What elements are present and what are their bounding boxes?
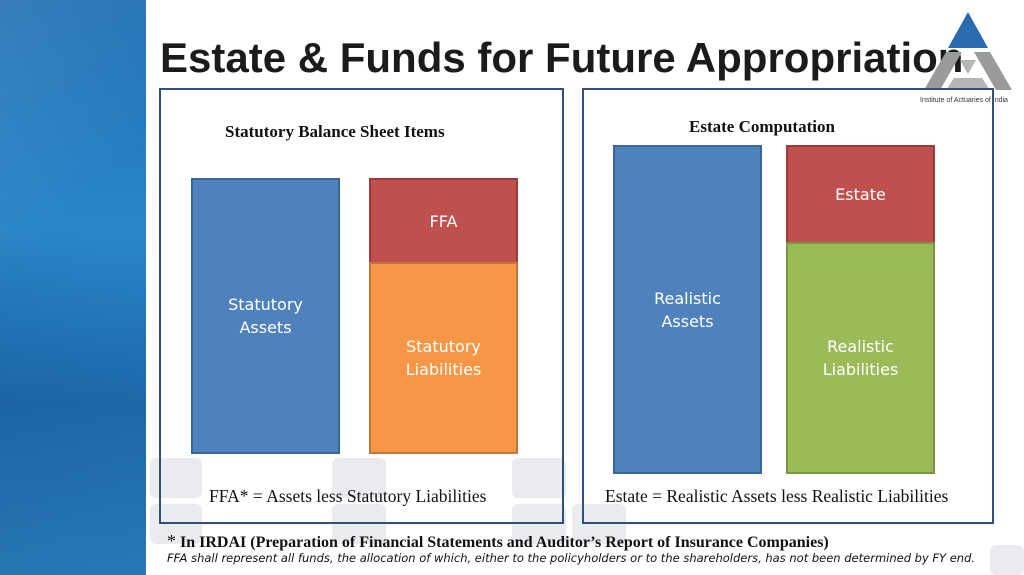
footnote-text: FFA shall represent all funds, the alloc… [167, 551, 976, 565]
statutory-panel [159, 88, 564, 524]
ffa-formula: FFA* = Assets less Statutory Liabilities [209, 486, 487, 506]
decorative-tile [332, 504, 386, 544]
statutory-assets-block: Statutory Assets [191, 178, 340, 454]
decorative-left-band [0, 0, 146, 575]
footnote-heading-text: In IRDAI (Preparation of Financial State… [180, 534, 829, 551]
iai-logo [918, 8, 1018, 108]
statutory-panel-title: Statutory Balance Sheet Items [225, 122, 445, 141]
statutory-liabilities-block: Statutory Liabilities [369, 262, 518, 454]
logo-caption: Institute of Actuaries of India [920, 97, 1008, 104]
estate-panel [582, 88, 994, 524]
decorative-tile [150, 458, 202, 498]
footnote-heading: * In IRDAI (Preparation of Financial Sta… [167, 531, 829, 552]
decorative-tile [990, 545, 1024, 575]
iai-triangle-logo-icon [924, 12, 1012, 90]
decorative-tile [332, 458, 386, 498]
realistic-liabilities-block: Realistic Liabilities [786, 242, 935, 474]
estate-formula: Estate = Realistic Assets less Realistic… [605, 486, 949, 506]
realistic-assets-block: Realistic Assets [613, 145, 762, 474]
estate-block: Estate [786, 145, 935, 244]
decorative-tile [150, 504, 202, 544]
decorative-tile [512, 458, 566, 498]
decorative-tile [572, 504, 626, 544]
page-title: Estate & Funds for Future Appropriation [160, 34, 964, 81]
footnote-star: * [167, 531, 176, 551]
decorative-tile [512, 504, 566, 544]
estate-panel-title: Estate Computation [689, 117, 835, 136]
ffa-block: FFA [369, 178, 518, 264]
